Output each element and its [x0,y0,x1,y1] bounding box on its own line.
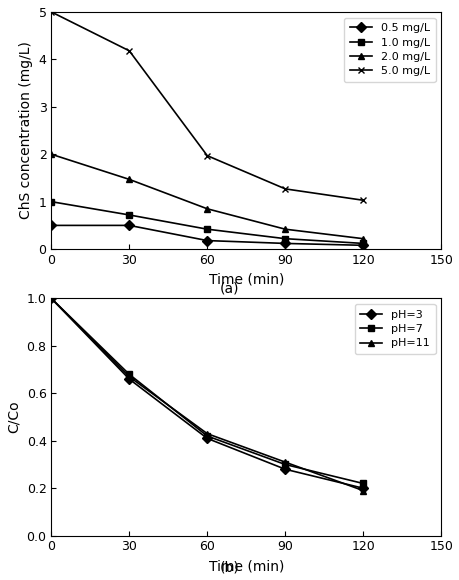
0.5 mg/L [359,242,365,249]
Legend: pH=3, pH=7, pH=11: pH=3, pH=7, pH=11 [354,304,435,354]
1.0 mg/L [126,212,132,219]
0.5 mg/L [204,237,210,244]
5.0 mg/L [204,152,210,159]
pH=7 [126,371,132,378]
5.0 mg/L [282,186,287,193]
pH=7 [359,480,365,487]
X-axis label: Time (min): Time (min) [208,559,283,573]
pH=7 [204,433,210,440]
Legend: 0.5 mg/L, 1.0 mg/L, 2.0 mg/L, 5.0 mg/L: 0.5 mg/L, 1.0 mg/L, 2.0 mg/L, 5.0 mg/L [343,17,435,82]
pH=3 [126,376,132,383]
2.0 mg/L [49,151,54,158]
pH=3 [49,295,54,302]
2.0 mg/L [282,226,287,233]
0.5 mg/L [49,222,54,229]
5.0 mg/L [359,197,365,204]
1.0 mg/L [49,198,54,205]
pH=7 [282,461,287,468]
Text: (a): (a) [220,281,239,295]
Text: (b): (b) [220,560,239,574]
Y-axis label: C/Co: C/Co [7,401,21,433]
1.0 mg/L [359,240,365,247]
Line: 1.0 mg/L: 1.0 mg/L [48,198,366,247]
pH=3 [204,435,210,442]
Line: 0.5 mg/L: 0.5 mg/L [48,222,366,249]
Line: pH=7: pH=7 [48,295,366,487]
2.0 mg/L [204,205,210,212]
pH=3 [282,466,287,473]
Y-axis label: ChS concentration (mg/L): ChS concentration (mg/L) [19,42,33,219]
pH=11 [282,459,287,466]
2.0 mg/L [359,235,365,242]
X-axis label: Time (min): Time (min) [208,273,283,287]
1.0 mg/L [282,235,287,242]
1.0 mg/L [204,226,210,233]
pH=3 [359,485,365,492]
2.0 mg/L [126,176,132,183]
pH=11 [49,295,54,302]
0.5 mg/L [282,240,287,247]
Line: pH=11: pH=11 [48,295,366,494]
Line: 2.0 mg/L: 2.0 mg/L [48,151,366,242]
pH=11 [359,487,365,494]
pH=11 [204,430,210,437]
Line: 5.0 mg/L: 5.0 mg/L [48,9,366,204]
5.0 mg/L [49,9,54,16]
5.0 mg/L [126,48,132,55]
0.5 mg/L [126,222,132,229]
Line: pH=3: pH=3 [48,295,366,492]
pH=7 [49,295,54,302]
pH=11 [126,374,132,380]
